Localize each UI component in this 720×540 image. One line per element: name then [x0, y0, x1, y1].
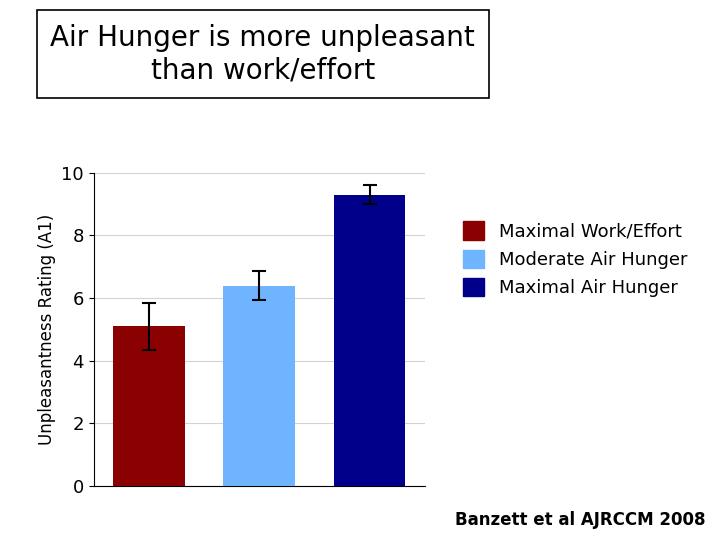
Bar: [223, 286, 295, 486]
Legend: Maximal Work/Effort, Moderate Air Hunger, Maximal Air Hunger: Maximal Work/Effort, Moderate Air Hunger…: [456, 214, 695, 305]
Text: Banzett et al AJRCCM 2008: Banzett et al AJRCCM 2008: [455, 511, 706, 529]
Y-axis label: Unpleasantness Rating (A1): Unpleasantness Rating (A1): [37, 214, 55, 445]
Text: Air Hunger is more unpleasant
than work/effort: Air Hunger is more unpleasant than work/…: [50, 24, 475, 84]
Bar: [113, 326, 184, 486]
Bar: [334, 195, 405, 486]
